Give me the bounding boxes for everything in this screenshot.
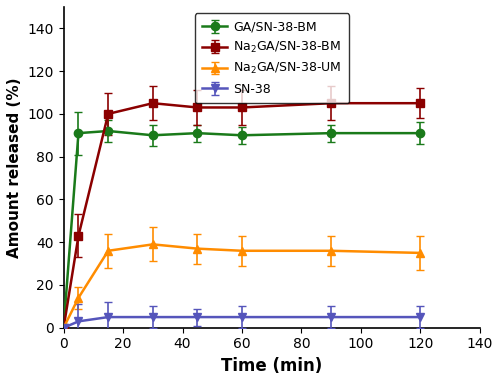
Legend: GA/SN-38-BM, Na$_2$GA/SN-38-BM, Na$_2$GA/SN-38-UM, SN-38: GA/SN-38-BM, Na$_2$GA/SN-38-BM, Na$_2$GA…: [194, 13, 350, 103]
X-axis label: Time (min): Time (min): [221, 357, 322, 375]
Y-axis label: Amount released (%): Amount released (%): [7, 77, 22, 257]
